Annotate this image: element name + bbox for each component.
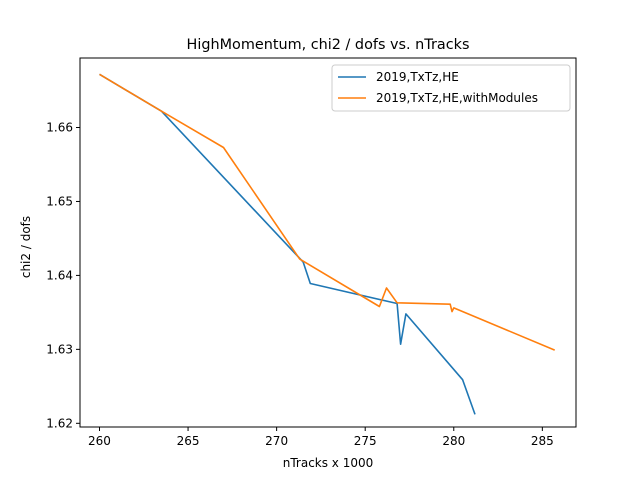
x-axis-label: nTracks x 1000 (283, 456, 374, 470)
x-tick-label: 280 (442, 434, 465, 448)
y-tick-label: 1.65 (46, 194, 73, 208)
y-tick-label: 1.66 (46, 121, 73, 135)
series-line-2 (99, 73, 556, 351)
y-axis-label: chi2 / dofs (19, 216, 33, 278)
y-axis-ticks: 1.62 1.63 1.64 1.65 1.66 (46, 121, 80, 430)
y-tick-label: 1.63 (46, 342, 73, 356)
x-tick-label: 275 (354, 434, 377, 448)
chart-title: HighMomentum, chi2 / dofs vs. nTracks (187, 37, 470, 53)
y-tick-label: 1.64 (46, 268, 73, 282)
legend: 2019,TxTz,HE 2019,TxTz,HE,withModules (331, 64, 571, 112)
x-tick-label: 270 (265, 434, 288, 448)
series-layer (99, 73, 556, 415)
legend-box (331, 64, 571, 112)
y-tick-label: 1.62 (46, 416, 73, 430)
x-tick-label: 285 (531, 434, 554, 448)
x-tick-label: 265 (177, 434, 200, 448)
legend-label-2: 2019,TxTz,HE,withModules (376, 91, 538, 105)
x-axis-ticks: 260 265 270 275 280 285 (88, 427, 554, 448)
legend-label-1: 2019,TxTz,HE (376, 70, 459, 84)
x-tick-label: 260 (88, 434, 111, 448)
plot-area-frame (79, 57, 577, 428)
